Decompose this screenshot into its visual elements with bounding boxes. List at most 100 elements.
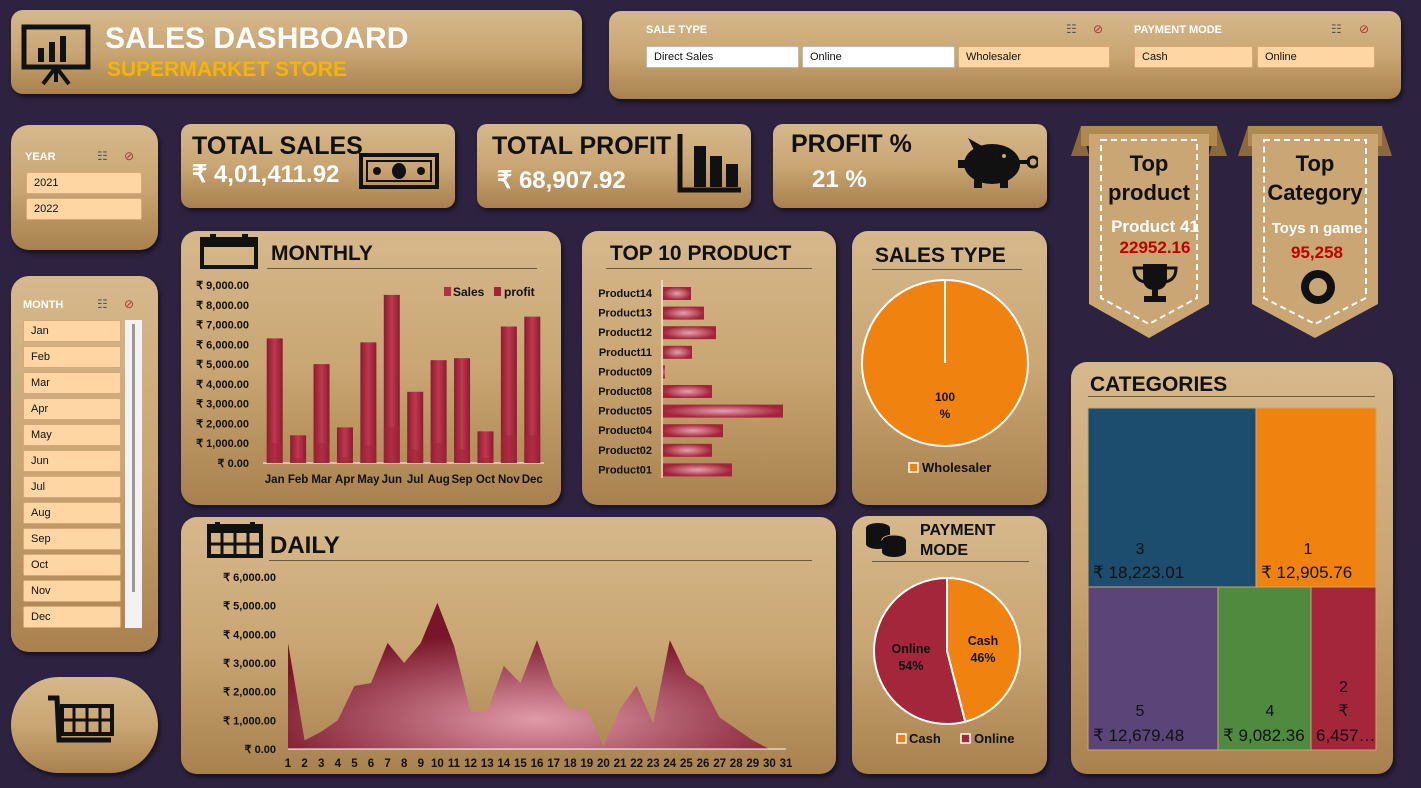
month-may[interactable]: May [23,424,121,446]
payment-mode-cash[interactable]: Cash [1134,46,1253,68]
x-tick-label: 4 [335,758,342,770]
top-category-name: Toys n game [1271,220,1363,237]
scrollbar-thumb[interactable] [132,324,135,592]
month-apr[interactable]: Apr [23,398,121,420]
sale-type-wholesaler[interactable]: Wholesaler [958,46,1110,68]
y-tick-label: ₹ 3,000.00 [223,658,276,670]
profit-bar [383,427,400,463]
y-tick-label: ₹ 9,000.00 [196,280,249,292]
product-label: Product08 [598,386,652,398]
month-nov[interactable]: Nov [23,580,121,602]
pie-slice-online [873,576,967,725]
treemap-cell-label: 2 [1339,679,1348,696]
y-tick-label: ₹ 5,000.00 [196,359,249,371]
profit-bar [477,458,494,463]
x-tick-label: 29 [746,758,759,770]
cash-icon [359,153,439,189]
product-bar [663,443,712,457]
y-tick-label: ₹ 5,000.00 [223,601,276,613]
payment-mode-pie: Cash 46% Online 54% Cash Online [873,576,1021,746]
sales-bar [430,360,447,463]
product-label: Product13 [598,308,652,320]
product-bar [663,385,712,398]
x-tick-label: 28 [730,758,743,770]
divider [269,560,812,561]
x-tick-label: Sep [451,474,472,486]
treemap-cell-label: ₹ [1338,703,1348,720]
month-dec[interactable]: Dec [23,606,121,628]
x-tick-label: 9 [418,758,424,770]
month-slicer-label: MONTH [23,299,64,311]
clear-filter-icon[interactable]: ⊘ [124,149,135,163]
sale-type-direct-sales[interactable]: Direct Sales [646,46,799,68]
product-label: Product05 [598,406,652,418]
monthly-chart: ₹ 0.00 ₹ 1,000.00 ₹ 2,000.00 ₹ 3,000.00 ₹ 4,… [196,280,544,486]
profit-bar [430,443,447,463]
categories-card: CATEGORIES 3 ₹ 18,223.01 1 ₹ 12,905.76 5 ₹ 12… [1071,362,1393,774]
x-tick-label: Apr [335,474,355,486]
pie-data-label-unit: % [940,407,951,421]
sales-bar [500,326,517,463]
month-mar[interactable]: Mar [23,372,121,394]
month-jan[interactable]: Jan [23,320,121,342]
y-tick-label: ₹ 4,000.00 [223,629,276,641]
pie-data-label-online-pct: 54% [898,659,923,673]
top-product-ribbon [1071,126,1227,338]
sales-bar [313,364,330,463]
pie-slice-cash [946,576,1021,723]
product-bar [663,345,692,359]
total-profit-card: TOTAL PROFIT ₹ 68,907.92 [477,124,751,208]
scrollbar[interactable] [125,320,142,628]
year-2022[interactable]: 2022 [26,198,142,220]
legend-label-sales: Sales [453,285,485,299]
product-label: Product12 [598,327,652,339]
treemap-cell-value: ₹ 9,082.36 [1223,726,1305,745]
payment-mode-online[interactable]: Online [1257,46,1375,68]
legend-swatch-cash [896,733,907,744]
cart-card [11,677,158,773]
product-bar [663,306,704,320]
total-profit-value: ₹ 68,907.92 [497,167,626,194]
x-tick-label: Aug [427,474,449,486]
multi-select-icon[interactable]: ☷ [1331,22,1342,36]
x-tick-label: May [357,474,380,486]
clear-filter-icon[interactable]: ⊘ [1359,22,1370,36]
multi-select-icon[interactable]: ☷ [1066,22,1077,36]
x-tick-label: 16 [531,758,544,770]
product-label: Product09 [598,366,652,378]
payment-mode-title-1: PAYMENT [920,522,996,539]
month-sep[interactable]: Sep [23,528,121,550]
legend-swatch-online [960,733,971,744]
year-slicer-label: YEAR [25,151,56,163]
month-jun[interactable]: Jun [23,450,121,472]
x-tick-label: 1 [285,758,292,770]
product-label: Product04 [598,425,653,437]
month-oct[interactable]: Oct [23,554,121,576]
profit-bar [266,443,283,463]
y-tick-label: ₹ 2,000.00 [196,418,249,430]
payment-mode-title-2: MODE [920,542,968,559]
dashboard-title: SALES DASHBOARD [105,22,409,55]
sales-bar [383,294,400,463]
multi-select-icon[interactable]: ☷ [97,297,108,311]
sale-type-slicer-label: SALE TYPE [646,24,708,36]
sale-type-online[interactable]: Online [802,46,955,68]
month-feb[interactable]: Feb [23,346,121,368]
x-tick-label: 8 [401,758,408,770]
profit-pct-card: PROFIT % 21 % [773,124,1047,208]
clear-filter-icon[interactable]: ⊘ [124,297,135,311]
month-jul[interactable]: Jul [23,476,121,498]
x-tick-label: Jun [382,474,402,486]
treemap-cell-value: ₹ 12,905.76 [1261,563,1352,582]
clear-filter-icon[interactable]: ⊘ [1093,22,1104,36]
pie-data-label-cash-name: Cash [968,634,999,648]
x-tick-label: 23 [647,758,660,770]
product-label: Product02 [598,445,652,457]
multi-select-icon[interactable]: ☷ [97,149,108,163]
header-card: SALES DASHBOARD SUPERMARKET STORE [11,10,582,94]
divider [267,268,537,269]
month-aug[interactable]: Aug [23,502,121,524]
y-tick-label: ₹ 1,000.00 [196,438,249,450]
year-2021[interactable]: 2021 [26,172,142,194]
treemap-cell-value: ₹ 12,679.48 [1093,726,1184,745]
